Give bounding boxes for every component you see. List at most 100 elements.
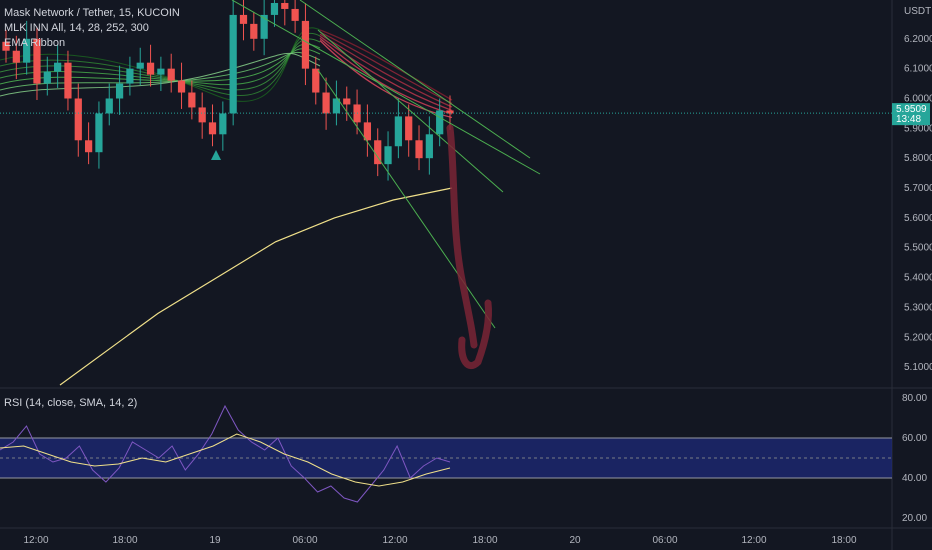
- rsi-legend: RSI (14, close, SMA, 14, 2): [4, 396, 137, 411]
- ema-ribbon-line: [319, 40, 453, 119]
- ema-ribbon-line: [0, 52, 321, 97]
- candle-body: [312, 68, 320, 93]
- time-tick-label: 20: [569, 535, 581, 546]
- candle-body: [446, 110, 454, 114]
- ema-ribbon-line: [319, 31, 453, 105]
- price-tick-label: 5.2000: [904, 332, 932, 343]
- candle-body: [54, 62, 62, 72]
- candle-body: [219, 113, 227, 135]
- channel-trendline: [299, 0, 531, 159]
- candle-body: [415, 140, 423, 159]
- symbol-title[interactable]: Mask Network / Tether, 15, KUCOIN: [4, 7, 180, 19]
- candle-body: [2, 41, 10, 51]
- time-tick-label: 06:00: [292, 535, 317, 546]
- projection-arrow-head: [458, 299, 492, 369]
- price-tick-label: 5.5000: [904, 243, 932, 254]
- price-tick-label: 6.1000: [904, 64, 932, 75]
- ema-ribbon-line: [319, 37, 453, 115]
- candle-body: [384, 146, 392, 165]
- ema-ribbon-line: [0, 27, 321, 102]
- price-tick-label: 5.6000: [904, 213, 932, 224]
- rsi-label[interactable]: RSI (14, close, SMA, 14, 2): [4, 397, 138, 409]
- time-tick-label: 18:00: [472, 535, 497, 546]
- candle-body: [115, 83, 124, 99]
- candle-body: [84, 140, 93, 153]
- channel-trendline: [317, 69, 496, 329]
- candle-body: [394, 116, 402, 147]
- chart-legend: Mask Network / Tether, 15, KUCOIN MLK IN…: [4, 6, 180, 51]
- candle-body: [301, 20, 310, 69]
- channel-trendline: [231, 0, 541, 175]
- rsi-ma-line: [0, 433, 451, 487]
- candle-body: [208, 122, 217, 135]
- time-tick-label: 06:00: [652, 535, 677, 546]
- time-tick-label: 12:00: [741, 535, 766, 546]
- candle-body: [322, 92, 330, 114]
- price-tick-label: 6.2000: [904, 34, 932, 45]
- candle-body: [332, 98, 341, 114]
- rsi-tick-label: 40.00: [902, 473, 927, 484]
- time-tick-label: 12:00: [23, 535, 48, 546]
- candle-body: [436, 110, 444, 135]
- price-tick-label: 5.8000: [904, 153, 932, 164]
- candle-body: [136, 62, 144, 69]
- candle-body: [270, 2, 279, 15]
- price-tick-label: 6.0000: [904, 93, 932, 104]
- candle-body: [43, 71, 51, 84]
- ema-ribbon-line: [319, 29, 453, 101]
- time-tick-label: 18:00: [831, 535, 856, 546]
- candle-body: [363, 122, 372, 141]
- countdown-value: 13:48: [896, 114, 921, 125]
- ema-ribbon-line: [0, 33, 321, 96]
- candle-body: [229, 14, 237, 114]
- indicator-mlk-label[interactable]: MLK INN All, 14, 28, 252, 300: [4, 22, 149, 34]
- candle-body: [64, 62, 72, 99]
- buy-signal-marker: [211, 150, 221, 160]
- last-price-tag: [892, 103, 930, 126]
- price-tick-label: 5.3000: [904, 302, 932, 313]
- rsi-tick-label: 80.00: [902, 393, 927, 404]
- currency-label: USDT: [904, 6, 931, 17]
- candle-body: [405, 116, 413, 141]
- rsi-line: [0, 404, 451, 503]
- ema-ribbon-line: [319, 35, 453, 112]
- candle-body: [374, 140, 382, 165]
- price-tick-label: 5.1000: [904, 362, 932, 373]
- candle-body: [425, 134, 433, 159]
- candle-body: [198, 107, 206, 123]
- candle-body: [157, 68, 165, 75]
- price-tick-label: 5.7000: [904, 183, 932, 194]
- candle-body: [177, 80, 186, 93]
- candle-body: [33, 38, 41, 84]
- ema-ribbon-line: [319, 33, 453, 108]
- candle-body: [12, 50, 20, 63]
- candle-body: [281, 2, 289, 9]
- projection-arrow-shaft: [446, 124, 478, 349]
- rsi-tick-label: 20.00: [902, 513, 927, 524]
- candle-body: [291, 8, 299, 21]
- ema-ribbon-line: [0, 48, 321, 85]
- candle-body: [260, 14, 268, 39]
- moving-average-line: [59, 187, 453, 386]
- time-tick-label: 19: [209, 535, 221, 546]
- candle-body: [105, 98, 113, 114]
- candle-body: [95, 113, 103, 153]
- candle-body: [167, 68, 175, 81]
- candle-body: [146, 62, 155, 75]
- candle-body: [343, 98, 351, 105]
- price-tick-label: 5.9000: [904, 123, 932, 134]
- last-price-value: 5.9509: [896, 104, 927, 115]
- candle-body: [126, 68, 134, 84]
- indicator-ema-ribbon-label[interactable]: EMA Ribbon: [4, 37, 66, 49]
- candle-body: [23, 38, 31, 63]
- channel-trendline: [317, 29, 504, 193]
- time-tick-label: 12:00: [382, 535, 407, 546]
- candle-body: [74, 98, 82, 141]
- candle-body: [239, 14, 248, 24]
- candle-body: [250, 23, 258, 39]
- time-tick-label: 18:00: [112, 535, 137, 546]
- candle-body: [188, 92, 196, 108]
- price-tick-label: 5.4000: [904, 273, 932, 284]
- ema-ribbon-line: [0, 51, 321, 91]
